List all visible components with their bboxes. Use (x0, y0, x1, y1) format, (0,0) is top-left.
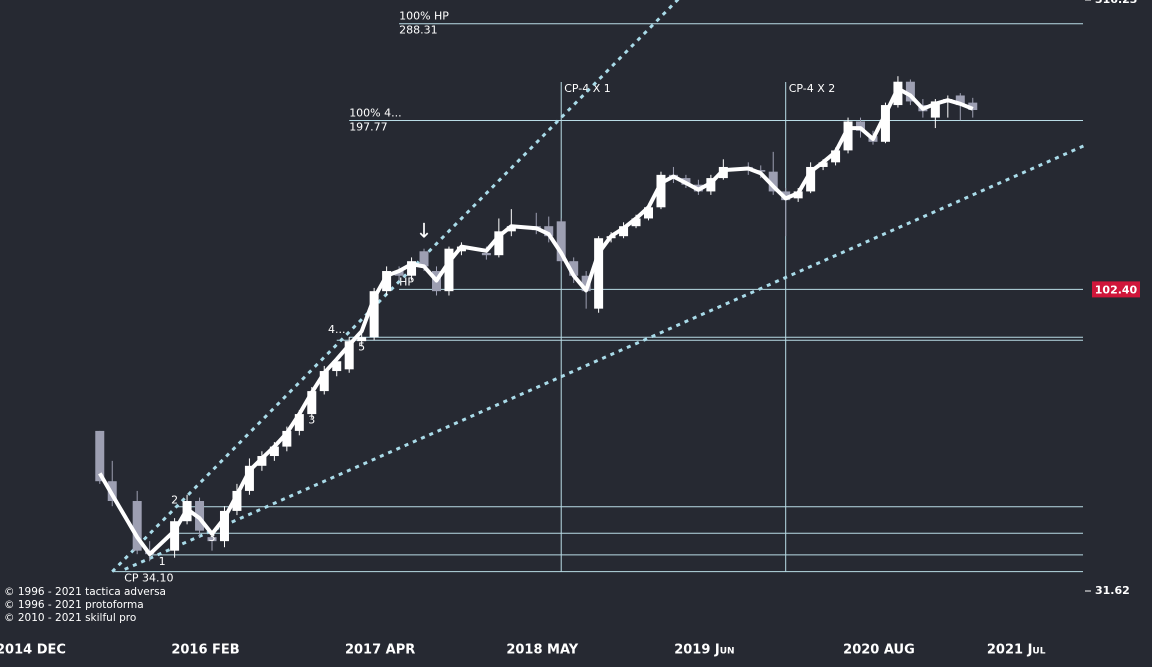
level-value: 288.31 (399, 24, 438, 37)
candle-body (207, 537, 217, 542)
candle-body (905, 81, 915, 102)
candle-body (831, 150, 841, 163)
copyright: © 2010 - 2021 skilful pro (4, 612, 136, 624)
x-tick-label: 2021 Jul (987, 643, 1046, 658)
level-label: 100% 4... (349, 106, 401, 119)
level-value: CP 34.10 (124, 572, 173, 585)
candle-body (269, 446, 279, 457)
candle-body (319, 371, 329, 392)
candle-body (506, 226, 516, 232)
candle-body (344, 341, 354, 370)
candle-body (968, 102, 978, 111)
candle-body (95, 430, 105, 482)
copyright: © 1996 - 2021 protoforma (4, 599, 144, 611)
wave-label: 1 (159, 555, 166, 568)
candle-body (544, 226, 554, 237)
candle-body (768, 171, 778, 192)
x-tick-label: 2020 AUG (843, 643, 915, 658)
candle-body (955, 95, 965, 106)
candle-body (132, 501, 142, 551)
wave-label: 3 (308, 413, 315, 426)
candle-body (569, 261, 579, 276)
wave-label: 4... (328, 323, 346, 336)
candle-body (843, 121, 853, 151)
candle-body (880, 105, 890, 142)
y-tick-label: 316.23 (1095, 0, 1137, 6)
candle-body (556, 221, 566, 262)
candle-body (481, 253, 491, 256)
wave-label: 3 (209, 531, 216, 544)
wave-label: ↓ (416, 219, 433, 243)
copyright: © 1996 - 2021 tactica adversa (4, 586, 166, 598)
x-tick-label: 2017 APR (345, 643, 415, 658)
candle-body (419, 251, 429, 267)
x-tick-label: 2014 DEC (0, 643, 66, 658)
candle-body (930, 101, 940, 118)
candle-body (407, 261, 417, 276)
wave-label: 2 (171, 493, 178, 506)
candle-body (307, 391, 317, 415)
candle-body (581, 275, 591, 292)
candle-body (357, 337, 367, 342)
level-value: 197.77 (349, 120, 388, 133)
y-tick-label: 31.62 (1095, 584, 1130, 597)
candle-body (594, 238, 604, 309)
candle-body (656, 174, 666, 208)
candle-body (756, 170, 766, 172)
level-label: HP (399, 275, 414, 288)
candle-body (244, 465, 254, 491)
candle-body (644, 207, 654, 219)
candle-body (893, 81, 903, 106)
candle-body (369, 291, 379, 338)
trendline (124, 143, 1086, 571)
candle-body (444, 248, 454, 292)
x-tick-label: 2019 Jun (674, 643, 734, 658)
candle-body (494, 231, 504, 256)
candle-body (170, 521, 180, 551)
wave-label: 5 (358, 340, 365, 353)
candle-body (332, 361, 342, 372)
candle-body (619, 226, 629, 237)
candle-body (806, 166, 816, 192)
candle-body (382, 271, 392, 292)
price-tag (1092, 281, 1140, 298)
candle-body (631, 218, 641, 227)
vertical-label: CP-4 X 2 (789, 82, 836, 95)
level-label: 100% HP (399, 10, 449, 23)
candle-body (394, 271, 404, 276)
candle-body (232, 490, 242, 511)
candle-body (282, 430, 292, 447)
x-tick-label: 2016 FEB (171, 643, 239, 658)
candle-body (219, 510, 229, 542)
price-tag-label: 102.40 (1095, 283, 1138, 296)
candle-body (294, 414, 304, 431)
smooth-line (98, 86, 974, 557)
x-tick-label: 2018 MAY (506, 643, 578, 658)
vertical-label: CP-4 X 1 (564, 82, 611, 95)
